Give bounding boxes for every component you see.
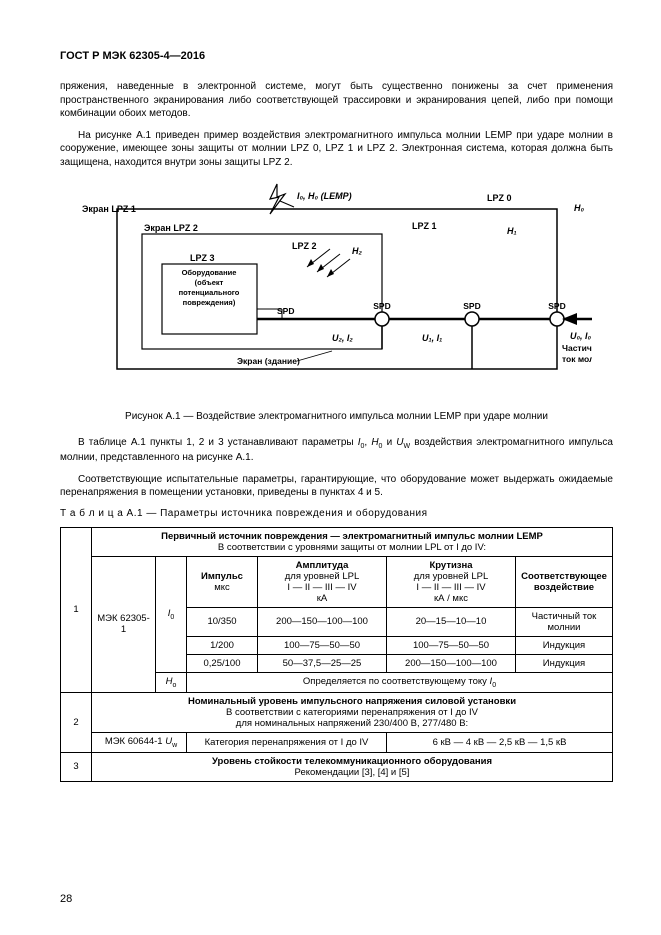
figure-caption: Рисунок А.1 — Воздействие электромагнитн…: [60, 411, 613, 422]
table-a1: 1 Первичный источник повреждения — элект…: [60, 527, 613, 782]
hdr-effect: Соответствующее воздействие: [516, 556, 613, 607]
lbl-ekran-lpz2: Экран LPZ 2: [144, 223, 198, 233]
r2-ref: МЭК 60644-1 Uw: [92, 732, 187, 752]
p3a: В таблице А.1 пункты 1, 2 и 3 устанавлив…: [78, 437, 358, 448]
lbl-inner1: Оборудование: [181, 268, 236, 277]
lbl-lpz0: LPZ 0: [487, 193, 512, 203]
table-row: 3 Уровень стойкости телекоммуникационног…: [61, 752, 613, 781]
paragraph-1: пряжения, наведенные в электронной систе…: [60, 80, 613, 121]
lbl-ekran-lpz1: Экран LPZ 1: [82, 204, 136, 214]
r3-title: Уровень стойкости телекоммуникационного …: [96, 756, 608, 767]
stp1: 20—15—10—10: [387, 607, 516, 636]
paragraph-4: Соответствующие испытательные параметры,…: [60, 473, 613, 500]
row3-idx: 3: [61, 752, 92, 781]
r2-sub2: для номинальных напряжений 230/400 В, 27…: [96, 718, 608, 729]
table-title: Т а б л и ц а А.1 — Параметры источника …: [60, 508, 613, 519]
stp3: 200—150—100—100: [387, 654, 516, 672]
lbl-i0h0: I₀, H₀ (LEMP): [297, 191, 352, 201]
amp1: 200—150—100—100: [258, 607, 387, 636]
doc-header: ГОСТ Р МЭК 62305-4—2016: [60, 50, 613, 62]
lbl-u0i0: U₀, I₀: [570, 331, 592, 341]
paragraph-3: В таблице А.1 пункты 1, 2 и 3 устанавлив…: [60, 436, 613, 465]
r2-cat: Категория перенапряжения от I до IV: [187, 732, 387, 752]
eff3: Индукция: [516, 654, 613, 672]
h-cell: Ho: [156, 672, 187, 692]
figure-a1: Экран LPZ 1 Экран LPZ 2 LPZ 2 LPZ 3 Обор…: [60, 179, 613, 399]
spd1: SPD: [277, 306, 294, 316]
r3-sub: Рекомендации [3], [4] и [5]: [96, 767, 608, 778]
amp3: 50—37,5—25—25: [258, 654, 387, 672]
imp2: 1/200: [187, 636, 258, 654]
row2-idx: 2: [61, 692, 92, 752]
lbl-lpz2r: LPZ 2: [292, 241, 317, 251]
hdr-steep: Крутизна для уровней LPL I — II — III — …: [387, 556, 516, 607]
lbl-lpz3: LPZ 3: [190, 253, 215, 263]
row3-content: Уровень стойкости телекоммуникационного …: [92, 752, 613, 781]
h-note: Определяется по соответствующему току I0: [187, 672, 613, 692]
row1-idx: 1: [61, 527, 92, 692]
table-row: МЭК 62305-1 I0 Импульс мкс Амплитуда для…: [61, 556, 613, 607]
eff1: Частичный ток молнии: [516, 607, 613, 636]
imp1: 10/350: [187, 607, 258, 636]
r2-vals: 6 кВ — 4 кВ — 2,5 кВ — 1,5 кВ: [387, 732, 613, 752]
r2-title: Номинальный уровень импульсного напряжен…: [96, 696, 608, 707]
lbl-h0: H₀: [574, 203, 584, 213]
table-row: МЭК 60644-1 Uw Категория перенапряжения …: [61, 732, 613, 752]
lbl-part1: Частичный: [562, 343, 592, 353]
lbl-lpz1r: LPZ 1: [412, 221, 437, 231]
r1-ref: МЭК 62305-1: [92, 556, 156, 692]
paragraph-2: На рисунке А.1 приведен пример воздейств…: [60, 129, 613, 170]
lbl-inner3: потенциального: [178, 288, 239, 297]
stp2: 100—75—50—50: [387, 636, 516, 654]
lbl-ekran: Экран (здание): [237, 356, 300, 366]
lbl-inner4: повреждения): [182, 298, 235, 307]
row2-header: Номинальный уровень импульсного напряжен…: [92, 692, 613, 732]
page-number: 28: [60, 893, 72, 905]
amp2: 100—75—50—50: [258, 636, 387, 654]
row1-header: Первичный источник повреждения — электро…: [92, 527, 613, 556]
hdr-impulse: Импульс мкс: [187, 556, 258, 607]
spd3: SPD: [463, 301, 480, 311]
lbl-h2: H₂: [352, 246, 362, 256]
spd4: SPD: [548, 301, 565, 311]
hdr-amp: Амплитуда для уровней LPL I — II — III —…: [258, 556, 387, 607]
r2-sub1: В соответствии с категориями перенапряже…: [96, 707, 608, 718]
lbl-u1i1: U₁, I₁: [422, 333, 442, 343]
table-row: 2 Номинальный уровень импульсного напряж…: [61, 692, 613, 732]
lbl-u2i2: U₂, I₂: [332, 333, 353, 343]
lbl-h1: H₁: [507, 226, 517, 236]
i0-cell: I0: [156, 556, 187, 672]
lbl-part2: ток молнии: [562, 354, 592, 364]
lbl-inner2: (объект: [194, 278, 223, 287]
spd2: SPD: [373, 301, 390, 311]
lemp-diagram: Экран LPZ 1 Экран LPZ 2 LPZ 2 LPZ 3 Обор…: [82, 179, 592, 399]
r1-title: Первичный источник повреждения — электро…: [96, 531, 608, 542]
r1-sub: В соответствии с уровнями защиты от молн…: [96, 542, 608, 553]
table-row: 1 Первичный источник повреждения — элект…: [61, 527, 613, 556]
page: ГОСТ Р МЭК 62305-4—2016 пряжения, наведе…: [0, 0, 661, 935]
eff2: Индукция: [516, 636, 613, 654]
imp3: 0,25/100: [187, 654, 258, 672]
